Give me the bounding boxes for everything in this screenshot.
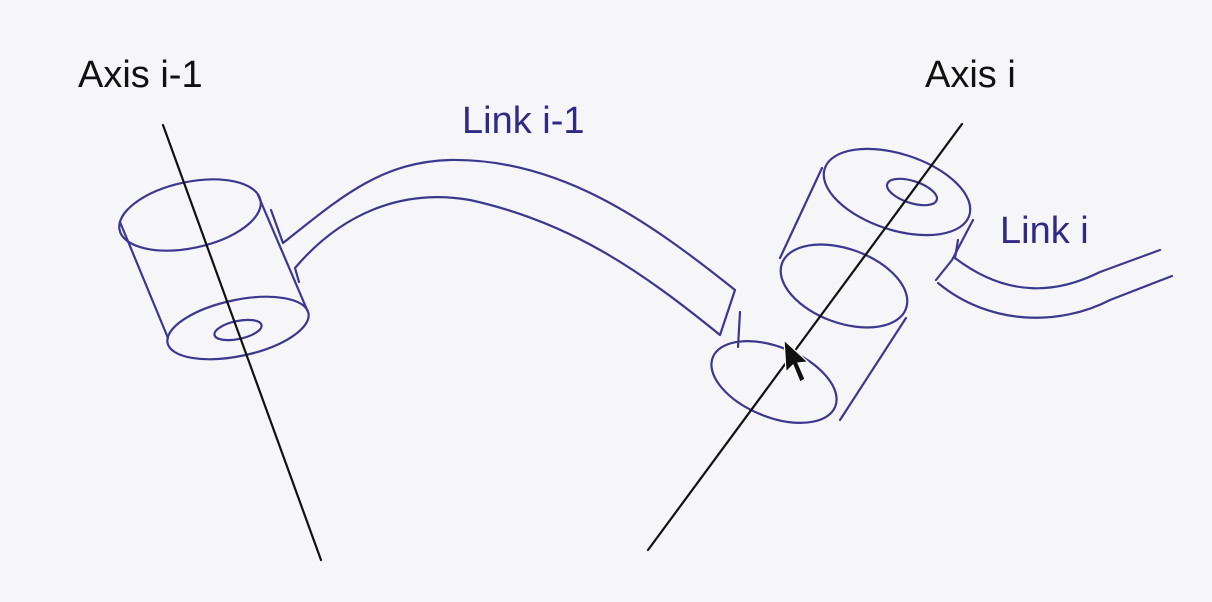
joint-i-1-bottom-ellipse [166, 295, 310, 361]
link-i-shape [936, 238, 1174, 319]
joint-i-top-ellipse [822, 147, 972, 237]
joint-i-1-top-ellipse [118, 178, 262, 252]
joint-i-1-cylinder [118, 178, 310, 361]
axis-i-line [646, 122, 964, 552]
mouse-pointer-icon [783, 338, 810, 383]
joint-i-upper-left-edge [778, 166, 824, 260]
axis-i-1-line [161, 123, 323, 562]
joint-i-upper-right-edge [934, 218, 975, 282]
joint-i-middle-ellipse [779, 243, 909, 329]
joint-i-1-left-edge [118, 220, 170, 340]
joint-i-1-right-edge [256, 193, 310, 314]
joint-i-lower-right-edge [838, 316, 908, 422]
joint-i-bottom-ellipse [710, 340, 838, 424]
link-i-1-label: Link i-1 [462, 100, 585, 142]
joint-i-bore [885, 177, 939, 207]
axis-i-1-label: Axis i-1 [78, 54, 203, 96]
link-i-label: Link i [1000, 210, 1089, 252]
joint-i-cylinder [710, 147, 975, 424]
axis-i-label: Axis i [925, 54, 1016, 96]
link-i-1-shape [269, 158, 737, 337]
